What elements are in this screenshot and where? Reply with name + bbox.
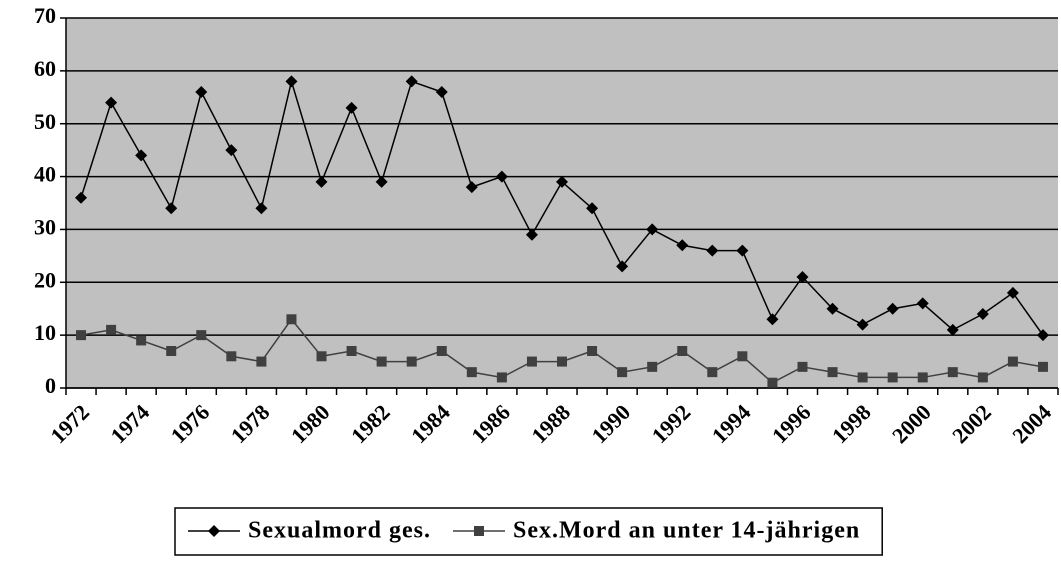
marker [946,323,959,336]
marker [225,144,238,157]
marker [345,101,358,114]
y-tick-label: 30 [34,214,56,239]
marker [797,361,808,372]
marker [436,346,447,356]
marker [316,351,327,362]
marker [706,244,719,257]
x-tick-label: 1990 [586,399,635,448]
marker [827,367,838,378]
marker [1006,286,1019,299]
marker [647,361,658,372]
x-tick-label: 1984 [406,399,455,448]
marker [767,377,778,388]
marker [556,175,568,188]
x-tick-label: 2002 [947,399,996,448]
y-tick-label: 50 [34,109,56,134]
x-tick-label: 1982 [346,399,395,448]
y-tick-label: 70 [34,3,56,28]
marker [886,302,899,315]
plot-area [66,18,1058,388]
marker [105,96,118,109]
y-tick-label: 20 [34,267,56,292]
marker [405,75,418,88]
marker [406,356,417,367]
marker [677,346,688,356]
marker [766,313,779,326]
legend-box [174,507,883,556]
marker [196,330,207,341]
x-tick-label: 2000 [887,399,936,448]
marker [106,324,117,335]
marker [285,75,298,88]
marker [208,525,220,537]
marker [977,372,988,383]
marker [375,175,388,188]
x-tick-label: 2004 [1007,399,1056,448]
marker [315,175,328,188]
marker [495,170,508,183]
marker [136,335,147,346]
marker [474,526,484,536]
marker [135,149,148,162]
y-tick-label: 0 [45,373,56,398]
marker [917,372,928,383]
marker [976,308,989,320]
marker [1037,361,1048,372]
legend-label: Sexualmord ges. [248,518,431,544]
marker [947,367,958,378]
marker [226,351,237,362]
marker [587,346,598,356]
x-tick-label: 1994 [707,399,756,448]
marker [256,356,267,367]
x-tick-label: 1986 [466,399,515,448]
marker [526,356,537,367]
marker [496,372,507,383]
marker [826,302,839,315]
marker [707,367,718,378]
marker [916,297,929,310]
marker [166,346,177,356]
marker [676,239,689,252]
marker [857,372,868,383]
marker [165,202,178,215]
marker [195,86,208,98]
legend-label: Sex.Mord an unter 14-jährigen [513,518,860,544]
x-tick-label: 1972 [45,399,94,448]
marker [1036,329,1049,342]
x-tick-label: 1988 [526,399,575,448]
marker [557,356,567,367]
y-tick-label: 60 [34,56,56,81]
x-tick-label: 1996 [767,399,816,448]
marker [286,314,297,325]
marker [465,181,478,194]
marker [376,356,387,367]
marker [646,223,659,236]
marker [76,330,87,341]
marker [525,228,538,241]
marker [616,260,629,273]
y-tick-label: 10 [34,320,56,345]
x-tick-label: 1976 [166,399,215,448]
y-tick-label: 40 [34,162,56,187]
marker [466,367,477,378]
x-tick-label: 1992 [647,399,696,448]
x-tick-label: 1980 [286,399,335,448]
marker [255,202,268,215]
marker [856,318,869,331]
x-tick-label: 1978 [226,399,275,448]
marker [796,271,809,283]
marker [75,191,88,204]
marker [586,202,599,215]
marker [736,244,749,257]
marker [737,351,748,362]
marker [435,86,448,98]
marker [346,346,357,356]
marker [1007,356,1018,367]
x-tick-label: 1998 [827,399,876,448]
marker [617,367,628,378]
legend: Sexualmord ges. Sex.Mord an unter 14-jähr… [174,507,883,556]
marker [887,372,898,383]
x-tick-label: 1974 [105,399,154,448]
